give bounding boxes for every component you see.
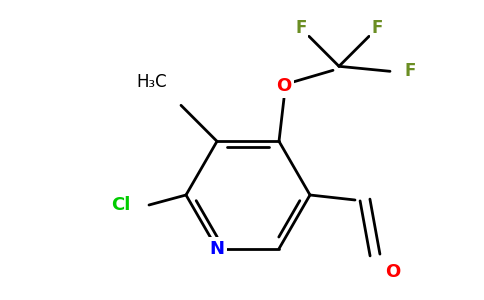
Text: F: F <box>404 62 415 80</box>
Text: Cl: Cl <box>112 196 131 214</box>
Text: O: O <box>276 77 292 95</box>
Text: F: F <box>371 19 383 37</box>
Text: H₃C: H₃C <box>136 73 167 91</box>
Text: N: N <box>210 240 225 258</box>
Text: F: F <box>295 19 307 37</box>
Text: O: O <box>385 263 400 281</box>
